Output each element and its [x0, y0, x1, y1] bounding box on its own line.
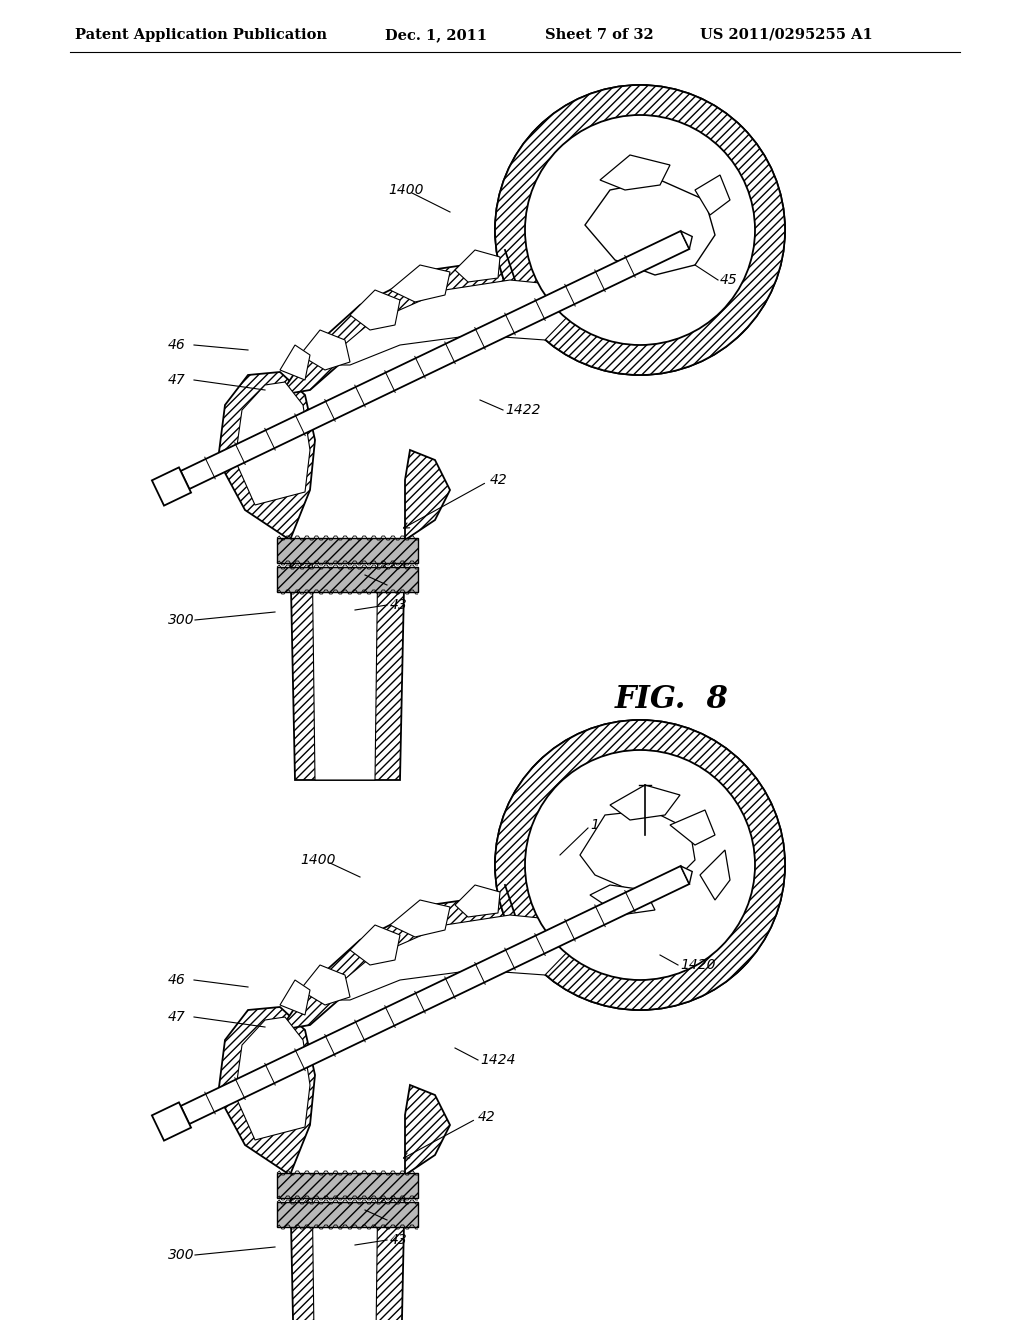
Circle shape: [525, 115, 755, 345]
Polygon shape: [278, 1203, 418, 1228]
Polygon shape: [180, 231, 689, 488]
Polygon shape: [406, 1085, 450, 1175]
Polygon shape: [695, 176, 730, 215]
Polygon shape: [280, 895, 595, 1030]
Polygon shape: [278, 1173, 418, 1199]
Circle shape: [525, 750, 755, 979]
Text: 43: 43: [390, 598, 408, 612]
Circle shape: [495, 719, 785, 1010]
Polygon shape: [455, 884, 500, 917]
Text: 43: 43: [390, 1233, 408, 1247]
Polygon shape: [290, 1175, 406, 1320]
Text: 1422: 1422: [505, 403, 541, 417]
Polygon shape: [152, 1102, 191, 1140]
Polygon shape: [300, 965, 350, 1005]
Polygon shape: [670, 810, 715, 845]
Polygon shape: [300, 330, 350, 370]
Circle shape: [495, 84, 785, 375]
Text: 41: 41: [390, 578, 408, 591]
Polygon shape: [218, 372, 315, 540]
Text: 1410: 1410: [590, 818, 626, 832]
Polygon shape: [280, 979, 310, 1015]
Text: 300: 300: [168, 1247, 195, 1262]
Polygon shape: [290, 540, 406, 780]
Polygon shape: [278, 568, 418, 591]
Polygon shape: [218, 1007, 315, 1175]
Text: 47: 47: [168, 374, 185, 387]
Text: 300: 300: [168, 612, 195, 627]
Polygon shape: [312, 1175, 378, 1320]
Text: 1400: 1400: [300, 853, 336, 867]
Polygon shape: [319, 280, 575, 366]
Polygon shape: [390, 900, 450, 937]
Polygon shape: [681, 866, 692, 884]
Polygon shape: [681, 231, 692, 249]
Text: 1400: 1400: [388, 183, 424, 197]
Text: 42: 42: [490, 473, 508, 487]
Text: 47: 47: [168, 1010, 185, 1024]
Polygon shape: [350, 290, 400, 330]
Polygon shape: [590, 884, 655, 915]
Polygon shape: [585, 180, 715, 275]
Polygon shape: [280, 345, 310, 380]
Text: 46: 46: [168, 338, 185, 352]
Polygon shape: [600, 154, 670, 190]
Circle shape: [495, 719, 785, 1010]
Polygon shape: [406, 450, 450, 540]
Text: 46: 46: [168, 973, 185, 987]
Polygon shape: [312, 540, 378, 780]
Polygon shape: [234, 1016, 310, 1140]
Text: 42: 42: [478, 1110, 496, 1125]
Text: 1424: 1424: [480, 1053, 515, 1067]
Circle shape: [495, 84, 785, 375]
Polygon shape: [455, 249, 500, 282]
Text: Dec. 1, 2011: Dec. 1, 2011: [385, 28, 487, 42]
Polygon shape: [319, 915, 575, 1001]
Polygon shape: [280, 260, 595, 395]
Text: FIG.  8: FIG. 8: [615, 685, 729, 715]
Polygon shape: [350, 925, 400, 965]
Text: 41: 41: [390, 1213, 408, 1228]
Text: Patent Application Publication: Patent Application Publication: [75, 28, 327, 42]
Polygon shape: [152, 467, 191, 506]
Polygon shape: [700, 850, 730, 900]
Text: US 2011/0295255 A1: US 2011/0295255 A1: [700, 28, 872, 42]
Polygon shape: [390, 265, 450, 302]
Polygon shape: [180, 866, 689, 1125]
Polygon shape: [580, 810, 695, 890]
Polygon shape: [278, 539, 418, 564]
Text: Sheet 7 of 32: Sheet 7 of 32: [545, 28, 653, 42]
Polygon shape: [234, 381, 310, 506]
Polygon shape: [610, 785, 680, 820]
Text: 1420: 1420: [680, 958, 716, 972]
Text: 45: 45: [720, 273, 737, 286]
